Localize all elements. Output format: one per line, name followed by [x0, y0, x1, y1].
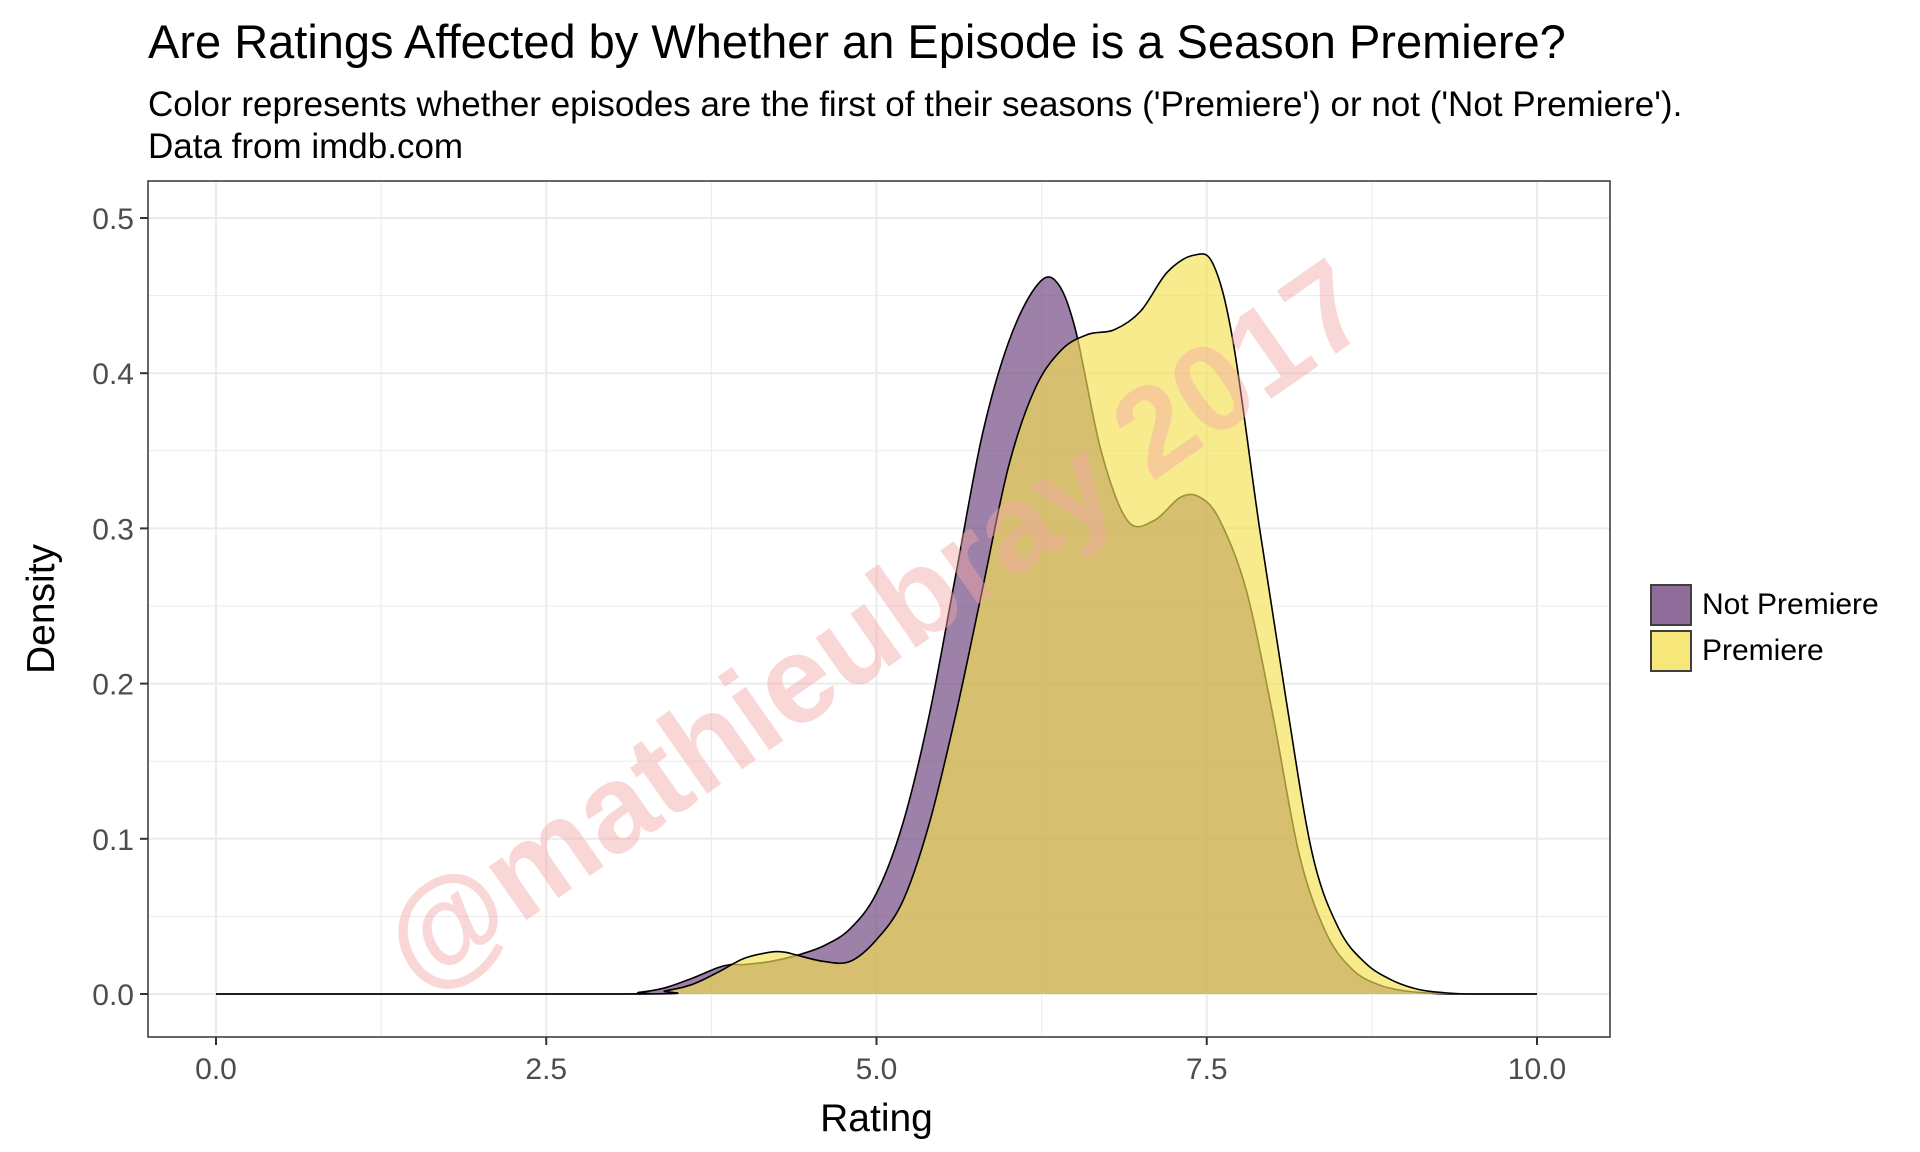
legend-swatch [1650, 584, 1692, 626]
x-tick-label: 5.0 [856, 1053, 898, 1086]
legend: Not Premiere Premiere [1650, 582, 1879, 674]
x-axis-title: Rating [820, 1097, 933, 1140]
chart-title: Are Ratings Affected by Whether an Episo… [148, 15, 1566, 68]
y-tick-label: 0.0 [92, 979, 134, 1012]
x-tick-label: 0.0 [195, 1053, 237, 1086]
y-tick-label: 0.5 [92, 203, 134, 236]
legend-item-not-premiere[interactable]: Not Premiere [1650, 582, 1879, 628]
density-outline-premiere [216, 253, 1538, 995]
subtitle-line: Color represents whether episodes are th… [148, 85, 1683, 124]
y-tick-label: 0.2 [92, 669, 134, 702]
legend-swatch [1650, 630, 1692, 672]
y-tick-label: 0.1 [92, 824, 134, 857]
subtitle-line: Data from imdb.com [148, 127, 464, 166]
y-tick-label: 0.3 [92, 513, 134, 546]
y-axis-title: Density [20, 543, 63, 674]
x-tick-label: 10.0 [1508, 1053, 1566, 1086]
panel-border [147, 180, 1611, 1038]
density-areas [216, 253, 1538, 995]
x-tick-label: 7.5 [1186, 1053, 1228, 1086]
axes: 0.0 2.5 5.0 7.5 10.0 0.0 0.1 0.2 0.3 0.4 0.5 [92, 203, 1566, 1086]
legend-label: Not Premiere [1702, 588, 1879, 621]
legend-label: Premiere [1702, 634, 1824, 667]
y-tick-label: 0.4 [92, 358, 134, 391]
x-tick-label: 2.5 [525, 1053, 567, 1086]
chart-subtitle: Color represents whether episodes are th… [148, 84, 1682, 168]
density-area-premiere [216, 253, 1537, 995]
legend-item-premiere[interactable]: Premiere [1650, 628, 1879, 674]
